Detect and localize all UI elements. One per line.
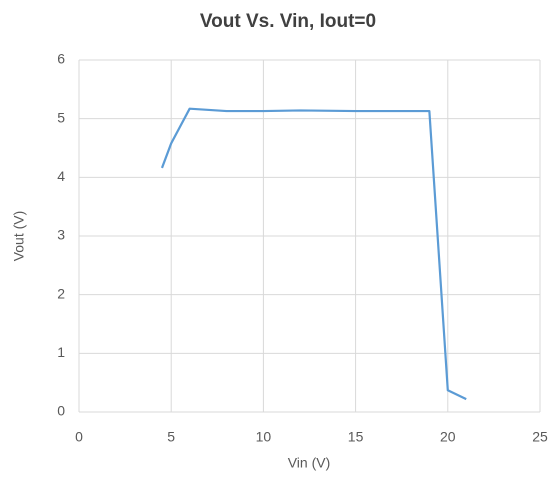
y-tick-label: 2 <box>57 285 65 301</box>
data-line <box>160 107 467 401</box>
y-tick-label: 1 <box>57 344 65 360</box>
x-tick-label: 10 <box>256 429 272 445</box>
x-axis-label: Vin (V) <box>288 455 331 471</box>
y-tick-label: 0 <box>57 403 65 419</box>
y-tick-label: 5 <box>57 109 65 125</box>
chart-title: Vout Vs. Vin, Iout=0 <box>200 11 376 32</box>
y-axis-label: Vout (V) <box>11 211 27 262</box>
x-tick-label: 20 <box>440 429 456 445</box>
y-tick-label: 4 <box>57 168 65 184</box>
y-tick-label: 6 <box>57 51 65 67</box>
x-tick-label: 5 <box>167 429 175 445</box>
x-tick-label: 0 <box>75 429 83 445</box>
x-tick-label: 25 <box>532 429 548 445</box>
x-tick-label: 15 <box>348 429 364 445</box>
y-tick-label: 3 <box>57 227 65 243</box>
